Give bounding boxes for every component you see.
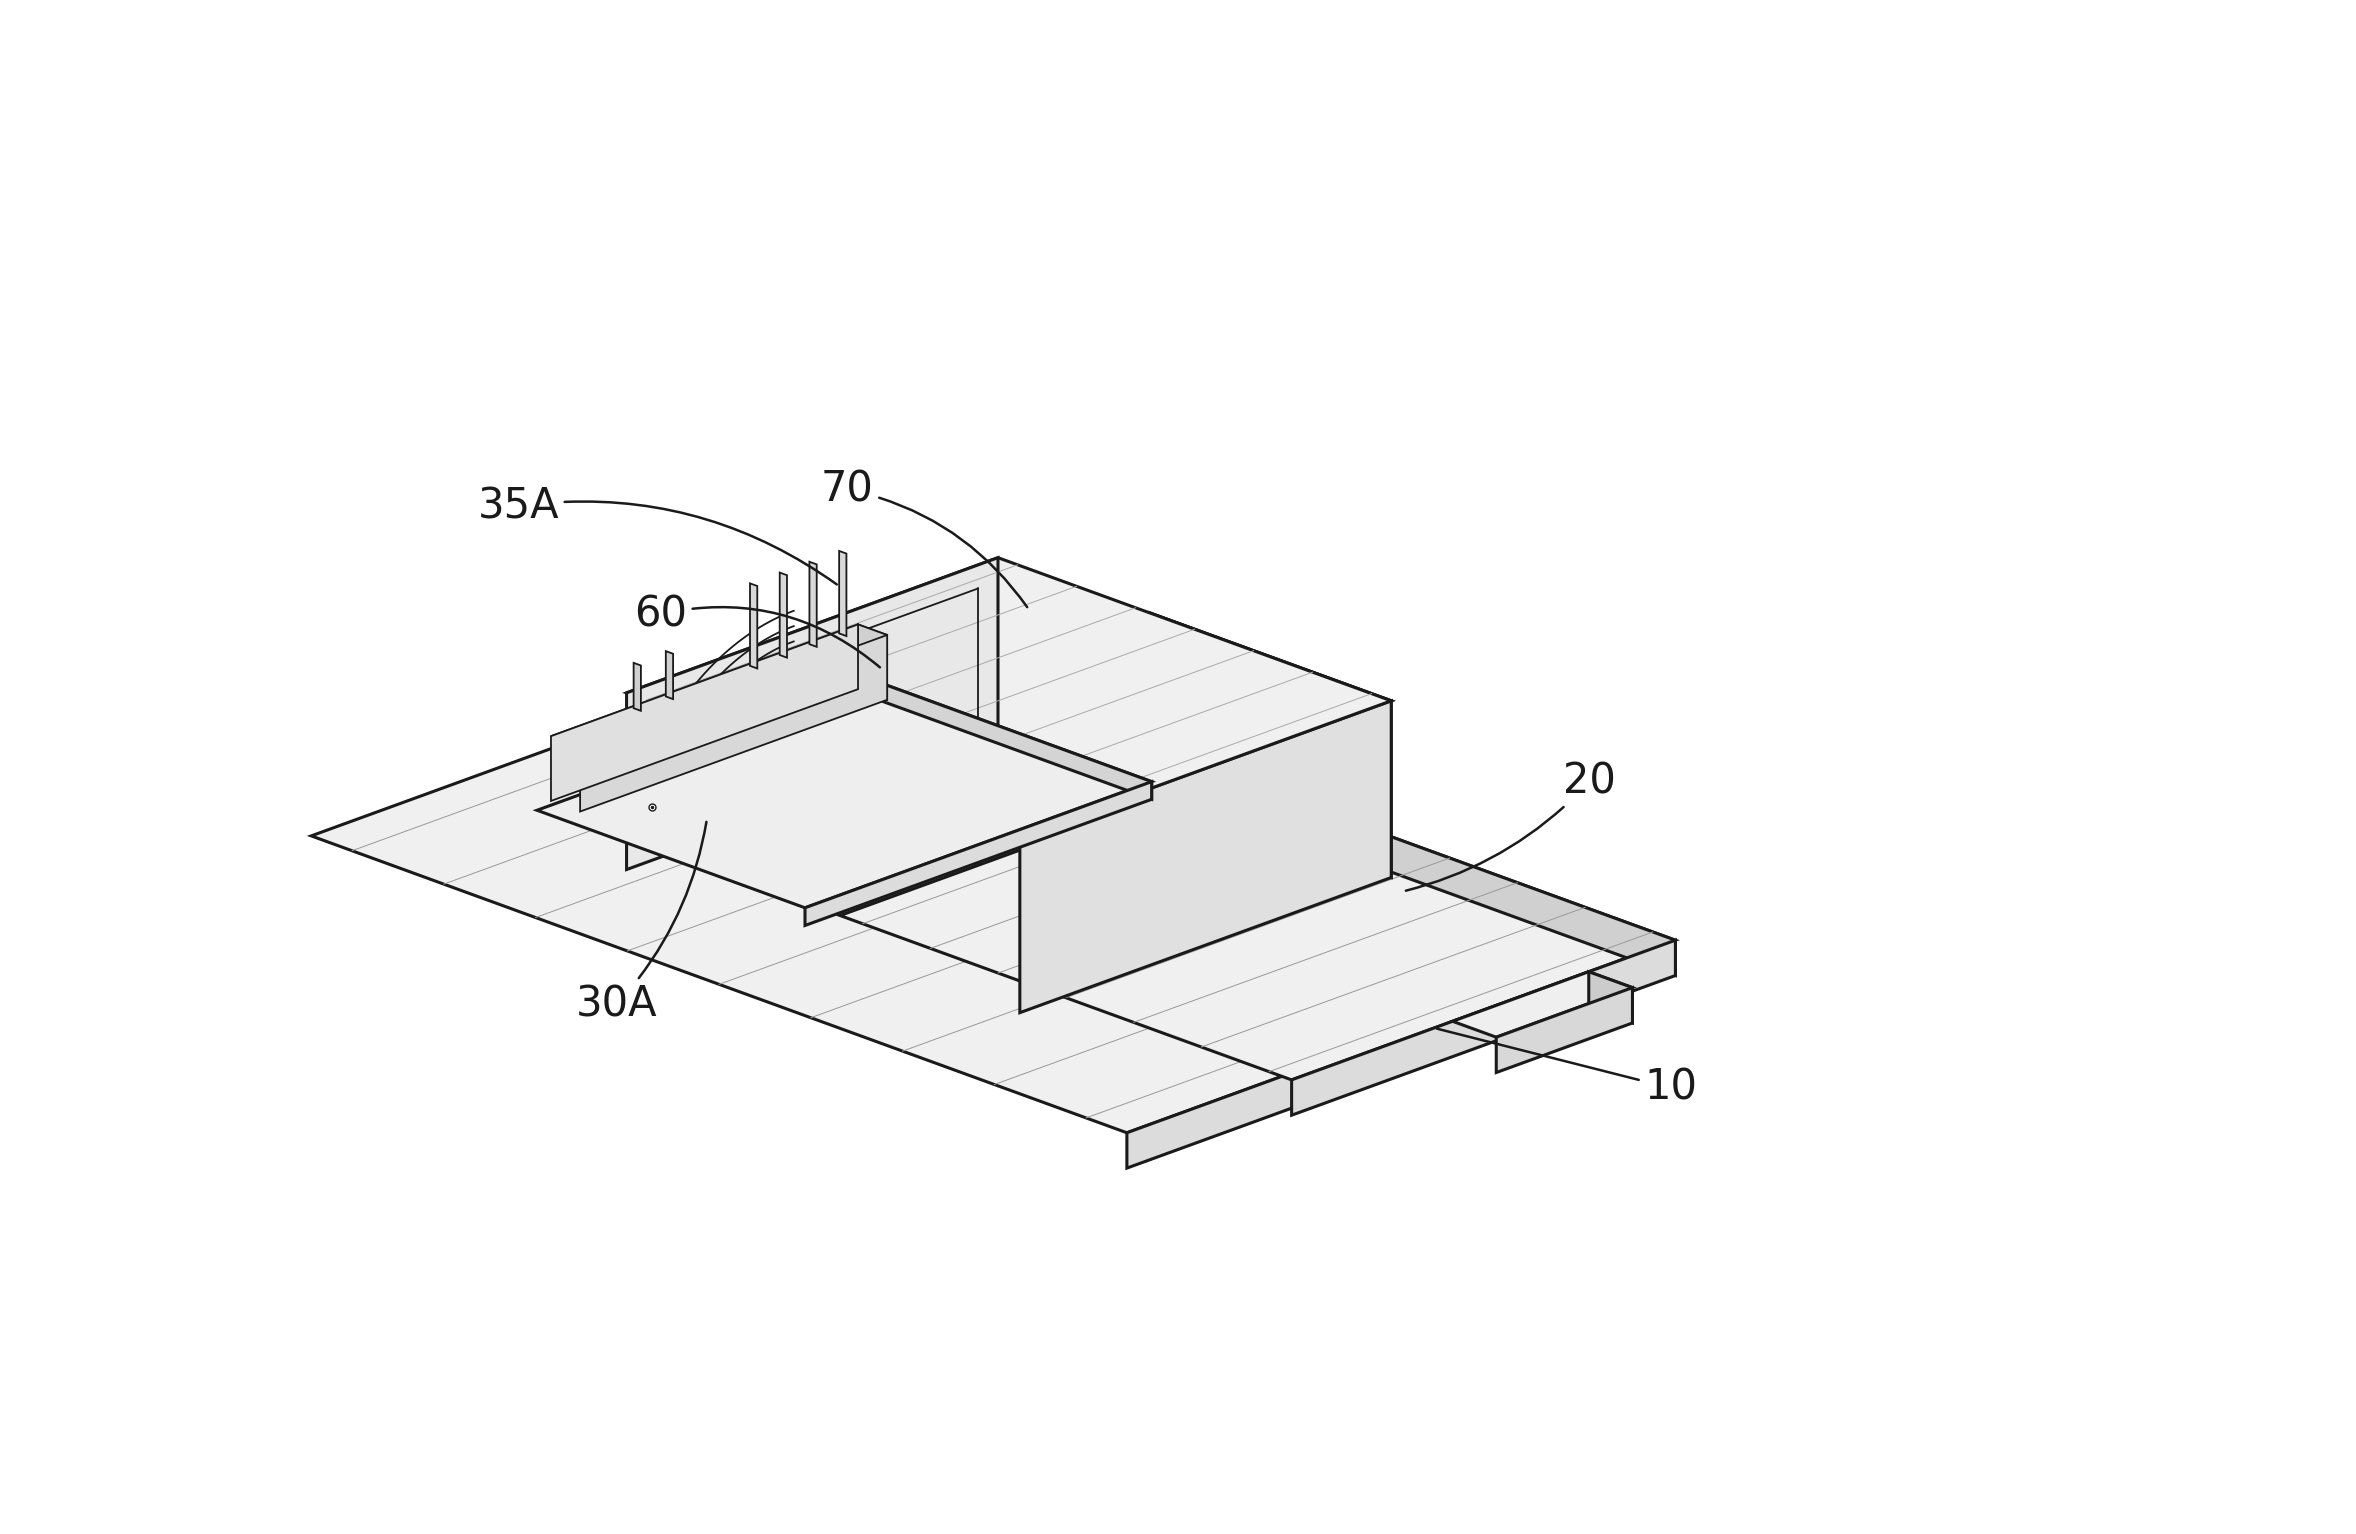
Polygon shape [627,558,999,870]
Polygon shape [777,612,1392,836]
Polygon shape [551,624,888,747]
Text: 70: 70 [820,468,1027,607]
Polygon shape [780,572,787,658]
Polygon shape [580,635,888,811]
Polygon shape [749,583,756,669]
Polygon shape [1126,953,1623,1167]
Polygon shape [1496,988,1633,1072]
Polygon shape [884,684,1152,799]
Text: 20: 20 [1407,761,1616,891]
Text: 60: 60 [634,594,879,667]
Polygon shape [839,551,846,637]
Polygon shape [1150,612,1392,877]
Text: 35A: 35A [478,485,836,584]
Polygon shape [627,558,1392,836]
Polygon shape [1223,776,1675,976]
Text: 10: 10 [1437,1029,1696,1109]
Polygon shape [858,624,888,700]
Polygon shape [667,650,674,700]
Polygon shape [806,782,1152,925]
Polygon shape [841,776,1675,1080]
Polygon shape [537,684,1152,908]
Text: 30A: 30A [577,822,707,1025]
Polygon shape [810,561,818,647]
Polygon shape [806,655,1623,988]
Polygon shape [1291,940,1675,1115]
Polygon shape [311,655,1623,1132]
Polygon shape [1588,971,1633,1023]
Polygon shape [634,663,641,710]
Polygon shape [1454,971,1633,1037]
Polygon shape [551,624,858,801]
Polygon shape [1020,701,1392,1012]
